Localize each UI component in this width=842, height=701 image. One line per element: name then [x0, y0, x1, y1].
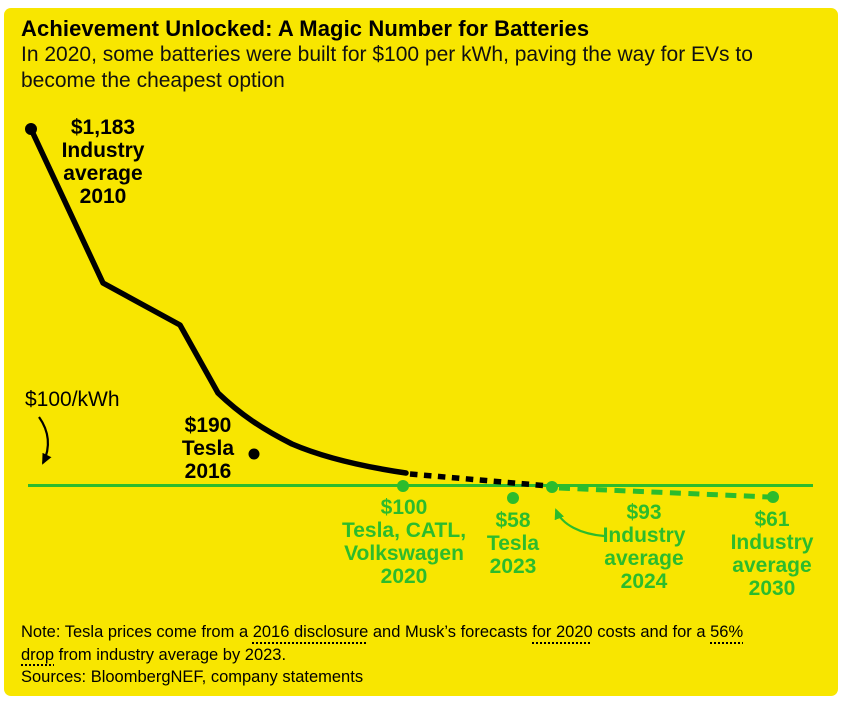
annotation-2030-name: Industry average [730, 531, 814, 577]
point-2023-58 [507, 492, 519, 504]
link-drop[interactable]: drop [21, 645, 55, 664]
annotation-2010-value: $1,183 [70, 116, 136, 139]
point-2016-190 [248, 448, 260, 460]
point-2030-61 [767, 491, 779, 503]
point-2024-93 [546, 481, 558, 493]
annotation-2016-value: $190 [184, 414, 232, 437]
annotation-2020-name: Tesla, CATL, Volkswagen [341, 519, 467, 565]
annotation-2030-year: 2030 [748, 577, 796, 600]
note-prefix: Note: Tesla prices come from a [21, 623, 253, 641]
annotation-2010: $1,183 Industry average 2010 [33, 116, 173, 208]
page-title: Achievement Unlocked: A Magic Number for… [21, 16, 590, 41]
arrow-100kwh-pointer [38, 416, 52, 465]
note-suffix: from industry average by 2023. [54, 645, 287, 664]
note-mid2: costs and for a [592, 623, 711, 641]
industry-average-actual-line [28, 126, 409, 476]
annotation-2023: $58 Tesla 2023 [473, 509, 553, 578]
annotation-2016-year: 2016 [184, 460, 232, 483]
industry-average-forecast-line-2024 [409, 471, 550, 489]
annotation-2020: $100 Tesla, CATL, Volkswagen 2020 [329, 496, 479, 588]
annotation-2024-year: 2024 [620, 570, 668, 593]
note-text: Note: Tesla prices come from a 2016 disc… [21, 621, 829, 689]
link-for-2020[interactable]: for 2020 [532, 623, 593, 641]
industry-average-forecast-line-2030 [558, 485, 770, 500]
annotation-2010-name: Industry average [61, 139, 145, 185]
page-subtitle: In 2020, some batteries were built for $… [21, 43, 753, 92]
sources-text: Sources: BloombergNEF, company statement… [21, 668, 364, 686]
arrow-2024-pointer [554, 508, 605, 538]
annotation-2024-name: Industry average [602, 524, 686, 570]
annotation-2024: $93 Industry average 2024 [584, 501, 704, 593]
link-2016-disclosure[interactable]: 2016 disclosure [252, 623, 369, 641]
annotation-2024-value: $93 [626, 501, 662, 524]
annotation-2030: $61 Industry average 2030 [712, 508, 832, 600]
annotation-2023-name: Tesla [486, 532, 540, 555]
annotation-2016-name: Tesla [181, 437, 235, 460]
annotation-2023-value: $58 [495, 509, 531, 532]
annotation-2010-year: 2010 [79, 185, 127, 208]
note-mid1: and Musk’s forecasts [368, 623, 533, 641]
annotation-2020-value: $100 [380, 496, 428, 519]
annotation-2030-value: $61 [754, 508, 790, 531]
annotation-2023-year: 2023 [489, 555, 537, 578]
point-2020-100 [397, 480, 409, 492]
point-2010-1183 [25, 123, 37, 135]
reference-label-100kwh: $100/kWh [25, 388, 120, 411]
chart-card [4, 8, 838, 696]
annotation-2016: $190 Tesla 2016 [158, 414, 258, 483]
link-56-percent[interactable]: 56% [710, 623, 744, 641]
annotation-2020-year: 2020 [380, 565, 428, 588]
